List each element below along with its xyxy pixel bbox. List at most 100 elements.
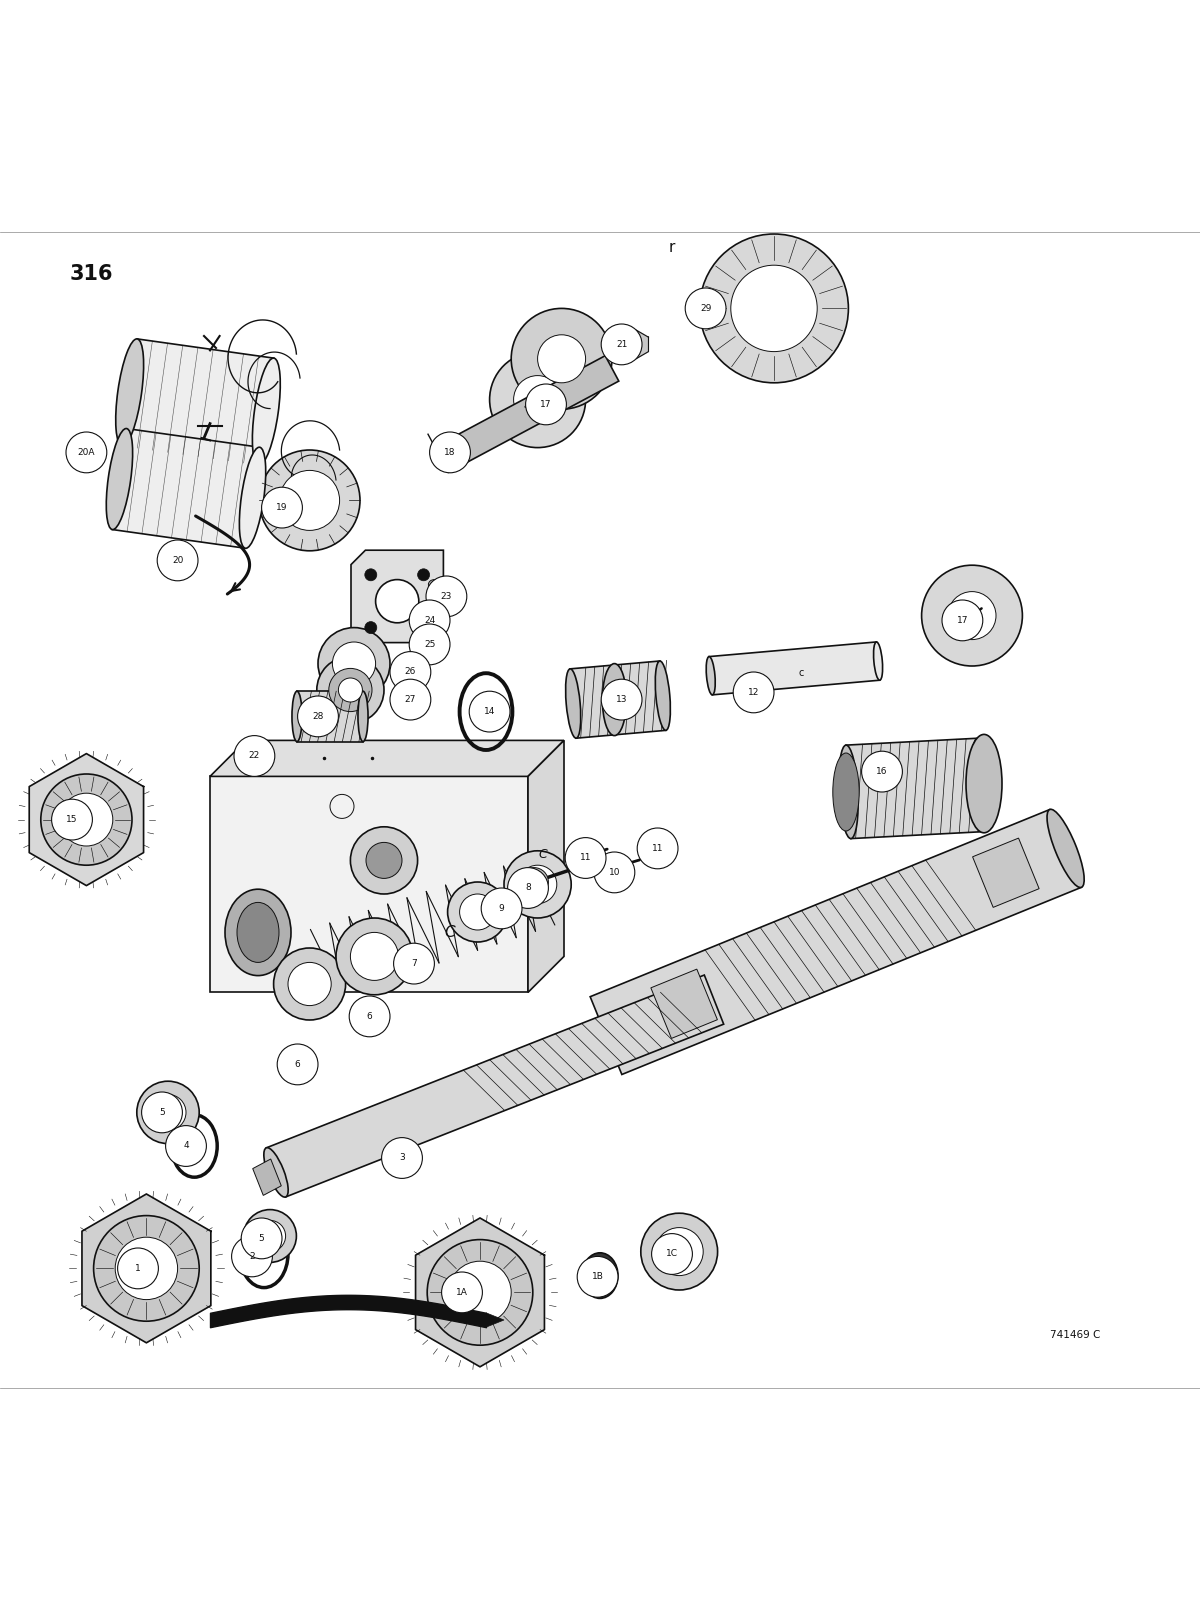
Circle shape [259, 450, 360, 551]
Text: 1A: 1A [456, 1288, 468, 1298]
Circle shape [655, 1228, 703, 1275]
Text: 7: 7 [412, 959, 416, 969]
Circle shape [601, 679, 642, 719]
Circle shape [514, 376, 562, 423]
Circle shape [511, 308, 612, 410]
Text: 22: 22 [248, 752, 260, 760]
Circle shape [518, 865, 557, 904]
Ellipse shape [252, 358, 281, 465]
Text: 3: 3 [400, 1153, 404, 1163]
Text: 1: 1 [136, 1264, 140, 1273]
Circle shape [232, 1236, 272, 1277]
Ellipse shape [1048, 810, 1084, 888]
Circle shape [508, 868, 548, 909]
Ellipse shape [428, 580, 440, 590]
Circle shape [481, 888, 522, 928]
Polygon shape [972, 838, 1039, 907]
Ellipse shape [358, 692, 368, 742]
Circle shape [234, 735, 275, 776]
Ellipse shape [589, 1262, 611, 1290]
Circle shape [922, 565, 1022, 666]
Circle shape [520, 868, 548, 896]
Text: 12: 12 [748, 688, 760, 697]
Circle shape [442, 1272, 482, 1312]
Text: 11: 11 [652, 844, 664, 852]
Text: 1C: 1C [666, 1249, 678, 1259]
Ellipse shape [565, 669, 581, 739]
Circle shape [731, 266, 817, 352]
Polygon shape [266, 975, 724, 1197]
Ellipse shape [107, 429, 133, 530]
Circle shape [448, 881, 508, 941]
Circle shape [733, 672, 774, 713]
Circle shape [115, 1238, 178, 1299]
Circle shape [469, 692, 510, 732]
Circle shape [350, 826, 418, 894]
Circle shape [490, 352, 586, 447]
Circle shape [594, 852, 635, 893]
Text: 21: 21 [616, 340, 628, 348]
Polygon shape [352, 551, 444, 643]
Circle shape [157, 539, 198, 582]
Text: 20A: 20A [78, 447, 95, 457]
Text: 25: 25 [424, 640, 436, 650]
Circle shape [596, 860, 616, 880]
Circle shape [118, 1247, 158, 1290]
Circle shape [648, 839, 667, 859]
Ellipse shape [971, 739, 990, 831]
Text: 5: 5 [160, 1108, 164, 1116]
Text: 28: 28 [312, 711, 324, 721]
Polygon shape [709, 642, 880, 695]
Text: 26: 26 [404, 667, 416, 677]
Text: 14: 14 [484, 706, 496, 716]
Text: 5: 5 [259, 1234, 264, 1243]
Circle shape [365, 569, 377, 582]
Circle shape [60, 794, 113, 846]
Polygon shape [590, 810, 1081, 1074]
Circle shape [277, 1043, 318, 1085]
Ellipse shape [655, 661, 671, 731]
Circle shape [317, 656, 384, 724]
Circle shape [942, 599, 983, 642]
Text: 1B: 1B [592, 1272, 604, 1281]
Text: 6: 6 [295, 1059, 300, 1069]
Circle shape [94, 1215, 199, 1322]
Text: C: C [538, 847, 547, 860]
Circle shape [409, 624, 450, 664]
Polygon shape [82, 1194, 211, 1343]
Circle shape [349, 996, 390, 1037]
Ellipse shape [874, 642, 883, 680]
Ellipse shape [292, 692, 302, 742]
Polygon shape [210, 740, 564, 776]
Circle shape [41, 774, 132, 865]
Circle shape [426, 577, 467, 617]
Circle shape [948, 591, 996, 640]
Circle shape [66, 433, 107, 473]
Circle shape [538, 335, 586, 382]
Text: 29: 29 [700, 305, 712, 313]
Circle shape [262, 488, 302, 528]
Polygon shape [113, 429, 259, 548]
Text: 17: 17 [956, 616, 968, 625]
Polygon shape [624, 330, 648, 358]
Polygon shape [253, 1158, 281, 1196]
Ellipse shape [238, 902, 278, 962]
Text: 20: 20 [172, 556, 184, 565]
Text: 741469 C: 741469 C [1050, 1330, 1100, 1340]
Polygon shape [29, 753, 144, 886]
Circle shape [418, 622, 430, 633]
Circle shape [394, 943, 434, 983]
Polygon shape [650, 969, 718, 1038]
Circle shape [652, 1233, 692, 1275]
Text: 10: 10 [608, 868, 620, 876]
Circle shape [430, 433, 470, 473]
Circle shape [137, 1081, 199, 1144]
Text: 4: 4 [184, 1142, 188, 1150]
Circle shape [288, 962, 331, 1006]
Text: 17: 17 [540, 400, 552, 408]
Circle shape [409, 599, 450, 642]
Circle shape [449, 1262, 511, 1324]
Polygon shape [415, 1218, 545, 1367]
Polygon shape [122, 339, 274, 465]
Circle shape [280, 470, 340, 530]
